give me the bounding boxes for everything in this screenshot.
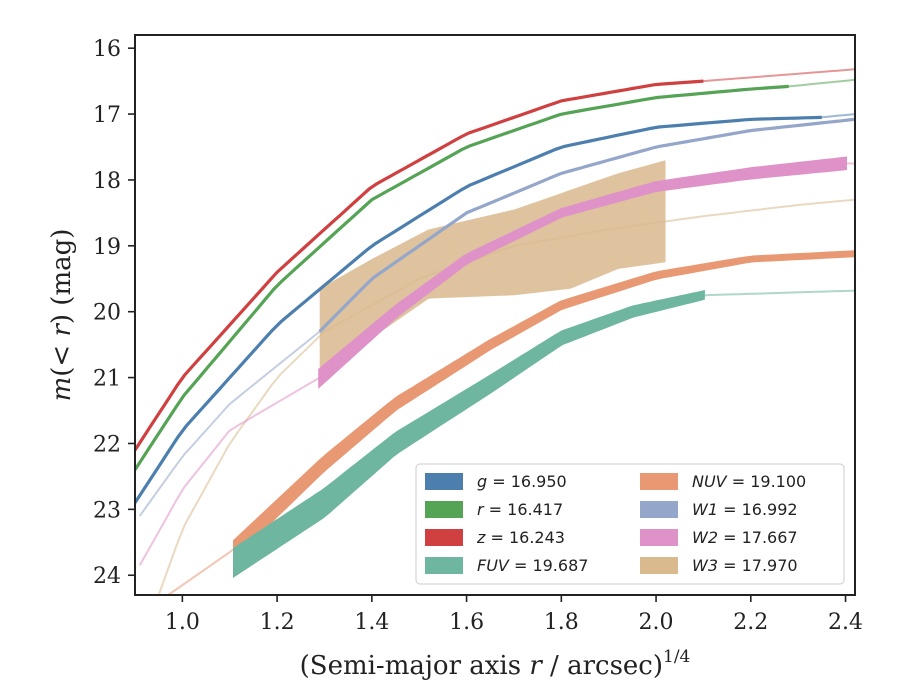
series-z-line [135, 79, 704, 451]
legend-label-w3: W3 = 17.970 [692, 556, 798, 575]
series-fuv-band [233, 290, 705, 578]
series-group [135, 68, 855, 595]
x-axis-label: (Semi-major axis r / arcsec)1/4 [300, 647, 691, 681]
legend: g = 16.950 r = 16.417 z = 16.243 FUV = 19.6… [415, 463, 845, 585]
legend-swatch-w1 [640, 501, 678, 518]
y-tick-label: 21 [93, 367, 121, 392]
y-tick-label: 18 [93, 169, 121, 194]
series-w2-band [318, 156, 847, 389]
plot-layer [135, 68, 855, 595]
x-tick-label: 2.4 [828, 610, 863, 635]
x-tick-label: 1.8 [544, 610, 579, 635]
legend-label-nuv: NUV = 19.100 [692, 472, 806, 491]
legend-label-w1: W1 = 16.992 [692, 500, 798, 519]
legend-label-fuv: FUV = 19.687 [477, 556, 588, 575]
y-tick-label: 16 [93, 37, 121, 62]
x-tick-label: 2.0 [639, 610, 674, 635]
legend-swatch-w3 [640, 557, 678, 574]
y-tick-label: 24 [93, 564, 121, 589]
legend-swatch-g [425, 473, 463, 490]
series-w3-faint [157, 198, 855, 595]
y-tick-label: 19 [93, 235, 121, 260]
x-tick-label: 1.2 [260, 610, 295, 635]
x-tick-label: 1.0 [165, 610, 200, 635]
x-tick-label: 1.6 [449, 610, 484, 635]
series-g-line [135, 115, 822, 504]
w3-band [319, 160, 666, 378]
legend-swatch-w2 [640, 529, 678, 546]
legend-swatch-fuv [425, 557, 463, 574]
legend-swatch-nuv [640, 473, 678, 490]
x-tick-label: 1.4 [354, 610, 389, 635]
series-w1-line [318, 117, 855, 333]
x-tick-label: 2.2 [733, 610, 768, 635]
axes-layer: 1.0 1.2 1.4 1.6 1.8 2.0 2.2 2.4 16 17 18 19 20 21 22 23… [47, 34, 863, 681]
legend-label-g: g = 16.950 [477, 472, 567, 491]
y-tick-label: 20 [93, 301, 121, 326]
legend-swatch-r [425, 501, 463, 518]
legend-label-r: r = 16.417 [477, 500, 563, 519]
legend-label-w2: W2 = 17.667 [692, 528, 798, 547]
plot-frame [134, 34, 856, 596]
legend-swatch-z [425, 529, 463, 546]
legend-box [415, 463, 845, 585]
y-tick-label: 17 [93, 103, 121, 128]
series-nuv-band [233, 250, 855, 561]
y-tick-label: 23 [93, 498, 121, 523]
legend-label-z: z = 16.243 [476, 528, 565, 547]
y-tick-label: 22 [93, 432, 121, 457]
y-axis-label: m(< r) (mag) [47, 229, 77, 402]
series-r-line [135, 84, 789, 471]
